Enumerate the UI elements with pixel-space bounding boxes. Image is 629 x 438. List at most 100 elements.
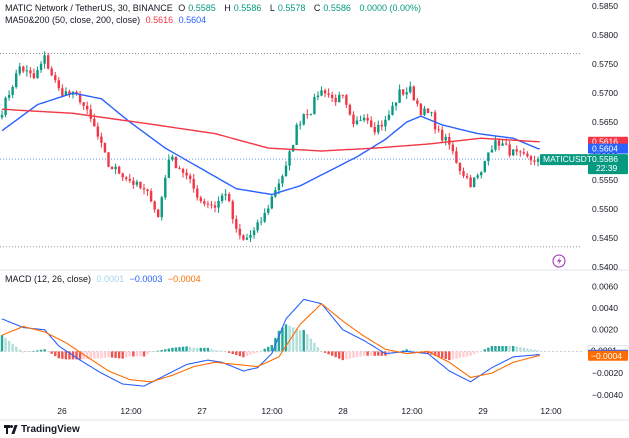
macd-histogram-bar [82, 351, 85, 360]
candle [245, 237, 249, 240]
macd-histogram-bar [522, 347, 526, 352]
candle [533, 160, 536, 162]
candle [412, 86, 415, 101]
candle [522, 152, 526, 154]
macd-axis-tick: 0.0060 [592, 281, 618, 291]
macd-histogram-bar [359, 351, 362, 357]
macd-histogram-bar [206, 347, 210, 352]
candle [259, 221, 263, 223]
macd-histogram-bar [263, 348, 266, 352]
macd-histogram-bar [43, 349, 46, 352]
candle [54, 75, 57, 81]
candle [405, 92, 408, 95]
macd-histogram-bar [164, 349, 167, 352]
macd-badge: −0.0004 [588, 350, 628, 361]
macd-histogram-bar [299, 330, 302, 352]
macd-histogram-bar [455, 351, 458, 359]
macd-histogram-bar [277, 330, 281, 352]
price-axis-tick: 0.5450 [592, 233, 618, 243]
macd-histogram-bar [249, 351, 252, 355]
macd-histogram-bar [526, 348, 529, 352]
candle [462, 170, 465, 176]
price-badge-label: 0.5604 [592, 144, 618, 154]
ma-legend: MA50&200 (50, close, 200, close) 0.5616 … [5, 15, 209, 25]
tradingview-logo[interactable]: TradingView [4, 424, 80, 435]
candle [487, 152, 490, 162]
time-axis-tick: 27 [197, 406, 207, 416]
candle [288, 151, 291, 166]
macd-histogram-bar [153, 351, 156, 353]
macd-histogram-bar [313, 342, 316, 352]
price-badge-label: 0.5586 [592, 154, 618, 164]
macd-histogram-bar [494, 346, 497, 352]
price-badge-countdown: 22:39 [596, 163, 618, 173]
macd-histogram-bar [50, 351, 53, 354]
candle [174, 156, 178, 169]
candle [110, 166, 114, 170]
ohlc-low: L 0.5578 [269, 3, 306, 13]
time-axis-tick: 12:00 [540, 406, 562, 416]
candle [281, 176, 284, 184]
candle [181, 168, 185, 173]
price-badge-bg [588, 143, 628, 154]
macd-histogram-bar [135, 351, 139, 357]
candle [18, 66, 21, 74]
candle [370, 120, 373, 127]
candle [512, 149, 515, 156]
macd-histogram-bar [22, 351, 25, 353]
macd-signal-value: −0.0004 [167, 274, 201, 284]
candle [480, 172, 483, 176]
macd-histogram-bar [224, 351, 227, 353]
macd-histogram-bar [167, 348, 171, 352]
macd-histogram-bar [462, 351, 465, 358]
candle [295, 124, 298, 145]
macd-histogram-bar [93, 351, 96, 359]
candle [117, 166, 121, 174]
price-axis-tick: 0.5800 [592, 30, 618, 40]
macd-histogram-bar [306, 334, 309, 352]
macd-histogram-bar [302, 329, 305, 352]
macd-histogram-bar [458, 351, 462, 358]
macd-histogram-bar [380, 351, 384, 356]
candle [309, 114, 313, 116]
macd-histogram-bar [54, 351, 57, 357]
candle [448, 136, 451, 145]
candle [483, 161, 486, 173]
candle [153, 201, 156, 210]
macd-histogram-bar [288, 325, 291, 352]
candle [444, 136, 447, 141]
candle [458, 162, 462, 171]
price-axis-tick: 0.5550 [592, 175, 618, 185]
macd-histogram-bar [334, 351, 337, 358]
macd-histogram-bar [295, 328, 298, 352]
macd-histogram-bar [220, 350, 224, 352]
candle [114, 166, 117, 170]
candle [508, 144, 511, 156]
macd-histogram-bar [320, 351, 323, 353]
macd-histogram-bar [103, 351, 107, 358]
macd-histogram-bar [355, 351, 359, 358]
candle [352, 114, 355, 125]
candle [398, 89, 401, 103]
candle [235, 219, 238, 229]
macd-histogram-bar [149, 351, 153, 353]
candle [210, 204, 213, 206]
candle [302, 114, 305, 125]
candle [103, 142, 107, 153]
candle [504, 143, 508, 145]
candle [497, 140, 501, 146]
macd-histogram-bar [36, 350, 39, 352]
candle [68, 91, 71, 95]
candle [228, 194, 231, 202]
macd-line-value: −0.0003 [129, 274, 163, 284]
macd-histogram-bar [231, 351, 234, 354]
lightning-icon[interactable] [552, 254, 566, 268]
macd-histogram-bar [345, 351, 348, 360]
candle [377, 124, 380, 133]
candle [82, 102, 85, 106]
candle [100, 136, 103, 143]
candle [536, 159, 540, 162]
candle [160, 197, 163, 218]
